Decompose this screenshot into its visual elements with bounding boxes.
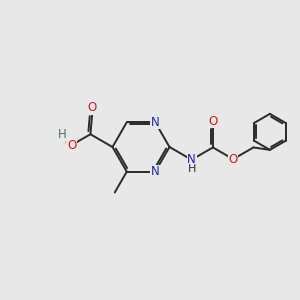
Text: H: H xyxy=(188,164,196,174)
Text: N: N xyxy=(187,153,196,166)
Text: O: O xyxy=(208,115,218,128)
Text: N: N xyxy=(151,165,160,178)
Text: O: O xyxy=(67,139,76,152)
Text: O: O xyxy=(64,137,73,150)
Text: N: N xyxy=(151,116,160,129)
Text: O: O xyxy=(229,153,238,166)
Text: O: O xyxy=(88,101,97,114)
Text: H: H xyxy=(58,128,67,141)
